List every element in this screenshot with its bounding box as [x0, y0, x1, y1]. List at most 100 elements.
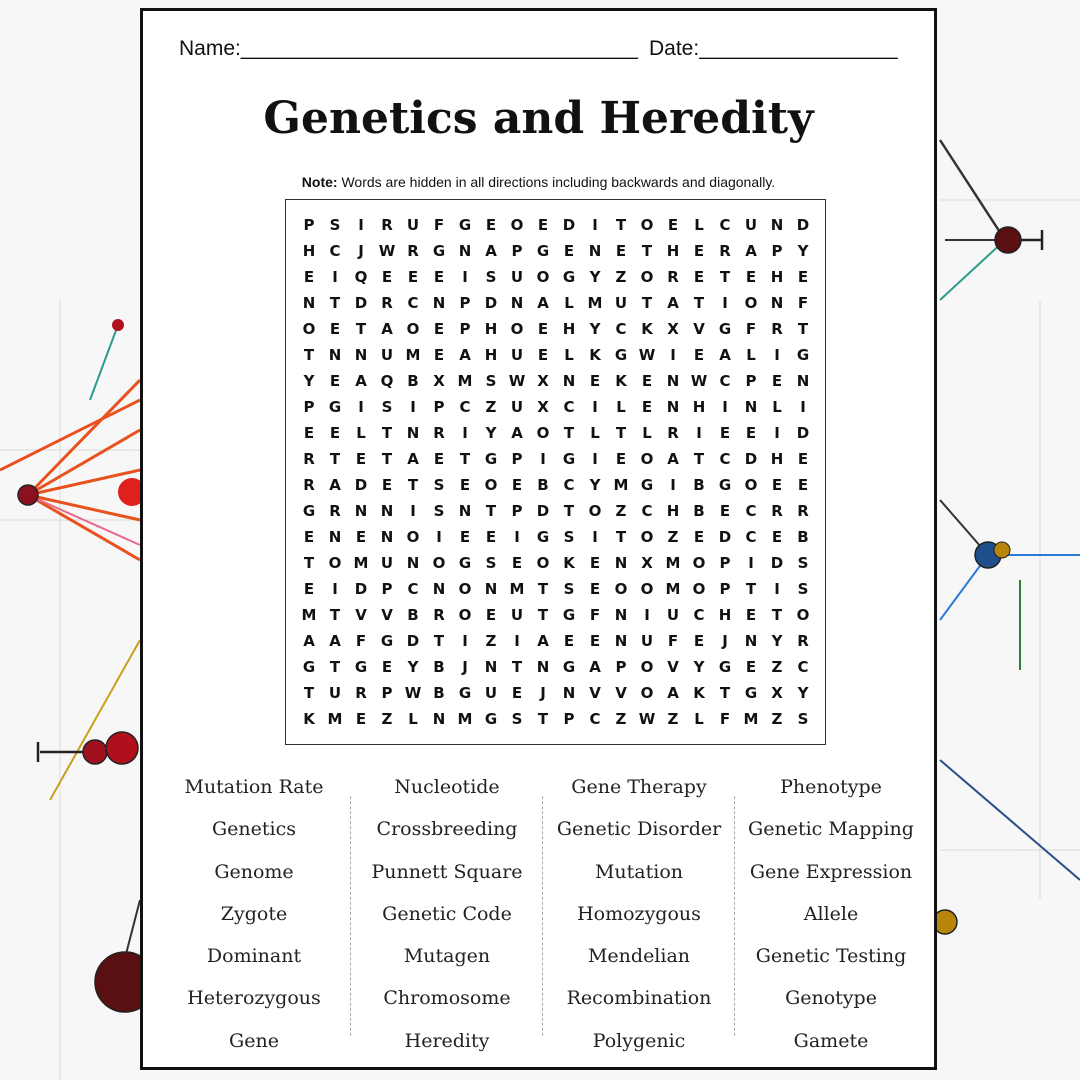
grid-letter[interactable]: O — [484, 476, 498, 494]
grid-letter[interactable]: S — [381, 398, 393, 416]
grid-letter[interactable]: I — [436, 528, 442, 546]
grid-letter[interactable]: E — [615, 242, 627, 260]
grid-letter[interactable]: A — [667, 450, 679, 468]
grid-letter[interactable]: O — [744, 476, 758, 494]
grid-letter[interactable]: E — [589, 554, 601, 572]
grid-letter[interactable]: C — [563, 476, 575, 494]
grid-letter[interactable]: O — [640, 268, 654, 286]
grid-letter[interactable]: T — [329, 658, 341, 676]
grid-letter[interactable]: D — [354, 476, 368, 494]
grid-letter[interactable]: A — [303, 632, 315, 650]
grid-letter[interactable]: M — [457, 372, 473, 390]
grid-letter[interactable]: L — [642, 424, 652, 442]
grid-letter[interactable]: Y — [771, 632, 783, 650]
grid-letter[interactable]: C — [745, 502, 757, 520]
grid-letter[interactable]: N — [432, 580, 446, 598]
grid-letter[interactable]: E — [563, 632, 575, 650]
grid-letter[interactable]: N — [302, 294, 316, 312]
grid-letter[interactable]: T — [407, 476, 419, 494]
grid-letter[interactable]: L — [408, 710, 418, 728]
grid-letter[interactable]: P — [303, 216, 315, 234]
grid-letter[interactable]: H — [692, 398, 706, 416]
grid-letter[interactable]: E — [329, 424, 341, 442]
grid-letter[interactable]: Q — [380, 372, 394, 390]
grid-letter[interactable]: N — [510, 294, 524, 312]
grid-letter[interactable]: A — [667, 684, 679, 702]
grid-letter[interactable]: T — [381, 450, 393, 468]
grid-letter[interactable]: F — [667, 632, 679, 650]
grid-letter[interactable]: E — [797, 476, 809, 494]
grid-letter[interactable]: I — [462, 632, 468, 650]
grid-letter[interactable]: G — [354, 658, 368, 676]
grid-letter[interactable]: Z — [485, 398, 497, 416]
grid-letter[interactable]: N — [484, 658, 498, 676]
grid-letter[interactable]: U — [380, 554, 394, 572]
grid-letter[interactable]: D — [796, 424, 810, 442]
grid-letter[interactable]: O — [640, 528, 654, 546]
grid-letter[interactable]: E — [641, 398, 653, 416]
grid-letter[interactable]: T — [511, 658, 523, 676]
grid-letter[interactable]: A — [381, 320, 393, 338]
grid-letter[interactable]: K — [589, 346, 601, 364]
grid-letter[interactable]: U — [406, 216, 420, 234]
grid-letter[interactable]: E — [433, 346, 445, 364]
grid-letter[interactable]: O — [536, 268, 550, 286]
grid-letter[interactable]: G — [432, 242, 446, 260]
grid-letter[interactable]: S — [485, 372, 497, 390]
grid-letter[interactable]: G — [562, 268, 576, 286]
grid-letter[interactable]: U — [510, 346, 524, 364]
grid-letter[interactable]: A — [485, 242, 497, 260]
grid-letter[interactable]: E — [537, 346, 549, 364]
grid-letter[interactable]: I — [462, 424, 468, 442]
grid-letter[interactable]: N — [536, 658, 550, 676]
grid-letter[interactable]: T — [693, 450, 705, 468]
grid-letter[interactable]: R — [719, 242, 731, 260]
grid-letter[interactable]: Y — [589, 268, 601, 286]
grid-letter[interactable]: N — [432, 294, 446, 312]
grid-letter[interactable]: A — [329, 632, 341, 650]
grid-letter[interactable]: C — [407, 580, 419, 598]
grid-letter[interactable]: N — [744, 632, 758, 650]
grid-letter[interactable]: C — [745, 528, 757, 546]
grid-letter[interactable]: N — [484, 580, 498, 598]
grid-letter[interactable]: Y — [797, 684, 809, 702]
grid-letter[interactable]: G — [302, 502, 316, 520]
grid-letter[interactable]: R — [381, 294, 393, 312]
grid-letter[interactable]: C — [329, 242, 341, 260]
grid-letter[interactable]: A — [719, 346, 731, 364]
grid-letter[interactable]: X — [667, 320, 679, 338]
grid-letter[interactable]: X — [641, 554, 653, 572]
grid-letter[interactable]: M — [613, 476, 629, 494]
grid-letter[interactable]: E — [771, 372, 783, 390]
grid-letter[interactable]: T — [693, 294, 705, 312]
grid-letter[interactable]: L — [694, 710, 704, 728]
grid-letter[interactable]: E — [797, 268, 809, 286]
grid-letter[interactable]: I — [540, 450, 546, 468]
grid-letter[interactable]: I — [410, 502, 416, 520]
grid-letter[interactable]: T — [641, 242, 653, 260]
grid-letter[interactable]: W — [508, 372, 526, 390]
grid-letter[interactable]: P — [563, 710, 575, 728]
grid-letter[interactable]: I — [670, 346, 676, 364]
grid-letter[interactable]: U — [510, 606, 524, 624]
grid-letter[interactable]: T — [355, 320, 367, 338]
grid-letter[interactable]: N — [562, 372, 576, 390]
grid-letter[interactable]: Z — [771, 658, 783, 676]
grid-letter[interactable]: M — [743, 710, 759, 728]
grid-letter[interactable]: O — [510, 216, 524, 234]
grid-letter[interactable]: V — [355, 606, 367, 624]
grid-letter[interactable]: X — [537, 372, 549, 390]
grid-letter[interactable]: E — [771, 476, 783, 494]
grid-letter[interactable]: O — [614, 580, 628, 598]
grid-letter[interactable]: B — [433, 684, 445, 702]
grid-letter[interactable]: O — [640, 580, 654, 598]
grid-letter[interactable]: O — [536, 424, 550, 442]
grid-letter[interactable]: U — [666, 606, 680, 624]
grid-letter[interactable]: E — [745, 658, 757, 676]
grid-letter[interactable]: Q — [354, 268, 368, 286]
grid-letter[interactable]: E — [355, 450, 367, 468]
grid-letter[interactable]: R — [433, 424, 445, 442]
grid-letter[interactable]: O — [744, 294, 758, 312]
grid-letter[interactable]: C — [407, 294, 419, 312]
grid-letter[interactable]: T — [459, 450, 471, 468]
